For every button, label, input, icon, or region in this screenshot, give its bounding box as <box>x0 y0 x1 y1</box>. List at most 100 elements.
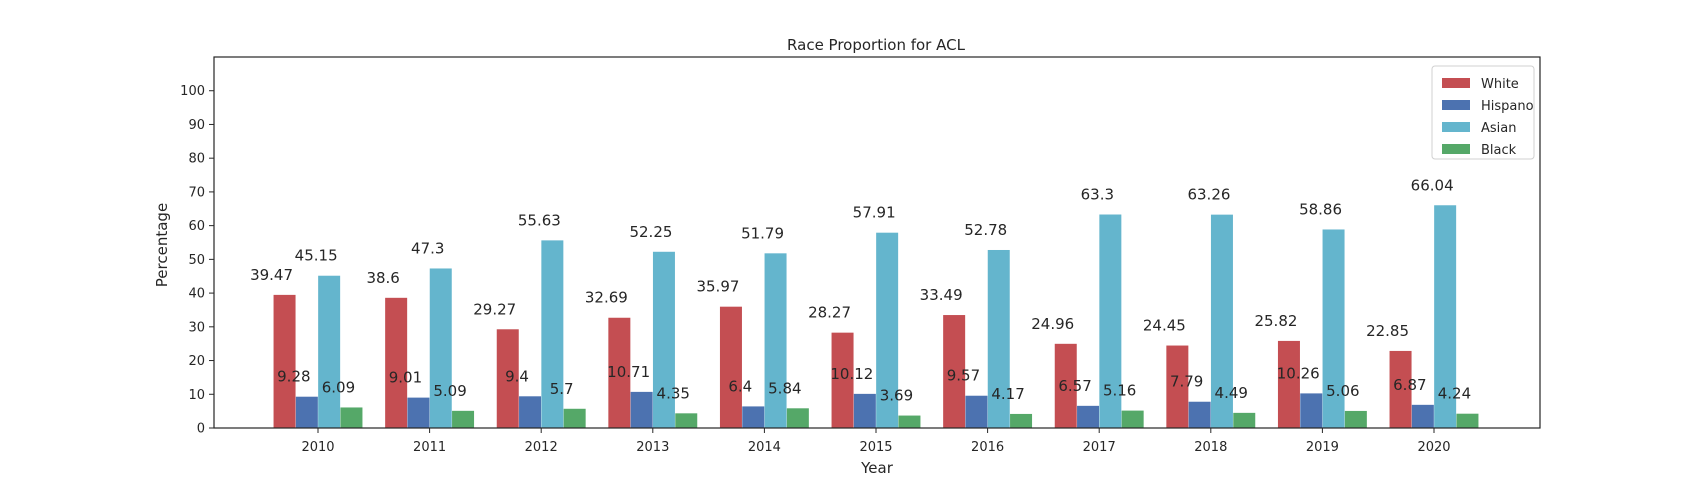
bar-hispano <box>965 395 988 428</box>
bar-white <box>273 294 296 428</box>
y-tick-label: 60 <box>188 219 205 234</box>
y-tick-label: 50 <box>188 253 205 268</box>
data-label: 24.96 <box>1031 315 1074 333</box>
legend: White Hispano Asian Black <box>1431 65 1535 160</box>
data-label: 28.27 <box>808 304 851 322</box>
bar-black <box>1233 412 1256 428</box>
bar-asian <box>1434 205 1457 428</box>
data-label: 32.69 <box>585 289 628 307</box>
bar-asian <box>429 268 452 428</box>
data-label: 63.3 <box>1081 186 1114 204</box>
bar-white <box>1054 343 1077 428</box>
data-label: 39.47 <box>250 266 293 284</box>
data-label: 25.82 <box>1254 312 1297 330</box>
data-label: 10.71 <box>607 363 650 381</box>
data-label: 4.35 <box>657 384 690 402</box>
bar-hispano <box>630 391 653 428</box>
x-tick-label: 2012 <box>525 440 558 455</box>
bar-hispano <box>519 396 542 428</box>
data-label: 63.26 <box>1187 186 1230 204</box>
data-label: 6.4 <box>728 377 752 395</box>
bar-asian <box>876 232 899 428</box>
x-tick-label: 2017 <box>1083 440 1116 455</box>
bar-hispano <box>1411 404 1434 428</box>
y-tick-label: 40 <box>188 287 205 302</box>
x-tick-label: 2020 <box>1417 440 1450 455</box>
data-label: 52.78 <box>964 221 1007 239</box>
data-label: 6.09 <box>322 378 355 396</box>
bar-asian <box>764 253 787 428</box>
data-label: 7.79 <box>1170 373 1203 391</box>
bar-white <box>1166 345 1189 428</box>
data-label: 24.45 <box>1143 317 1186 335</box>
data-label: 3.69 <box>880 387 913 405</box>
bar-black <box>452 410 475 428</box>
plot-frame <box>213 56 1541 429</box>
data-label: 5.06 <box>1326 382 1359 400</box>
data-label: 51.79 <box>741 224 784 242</box>
x-axis: 2010 2011 2012 2013 2014 2015 2016 2017 2018 2019… <box>301 428 1451 455</box>
bar-hispano <box>1077 405 1100 428</box>
bar-black <box>1456 413 1479 428</box>
bar-asian <box>1210 214 1233 428</box>
bar-hispano <box>1300 393 1323 428</box>
bar-asian <box>1322 229 1345 428</box>
data-label: 35.97 <box>696 278 739 296</box>
y-tick-label: 70 <box>188 185 205 200</box>
y-tick-label: 80 <box>188 152 205 167</box>
x-axis-label: Year <box>860 459 894 477</box>
data-labels-layer: 39.47 9.28 45.15 6.09 38.6 9.01 47.3 5.09 29.27 9… <box>250 176 1471 404</box>
data-label: 57.91 <box>853 204 896 222</box>
bar-asian <box>652 251 675 428</box>
y-tick-label: 0 <box>197 422 205 437</box>
bar-asian <box>318 275 341 428</box>
x-tick-label: 2019 <box>1306 440 1339 455</box>
legend-label-white: White <box>1481 77 1519 92</box>
bar-white <box>496 329 519 428</box>
data-label: 66.04 <box>1411 176 1454 194</box>
legend-swatch-black <box>1442 144 1470 154</box>
y-tick-label: 100 <box>180 84 205 99</box>
data-label: 4.24 <box>1438 385 1471 403</box>
data-label: 55.63 <box>518 211 561 229</box>
data-label: 4.17 <box>991 385 1024 403</box>
data-label: 9.4 <box>505 367 529 385</box>
data-label: 47.3 <box>411 239 444 257</box>
bar-asian <box>541 240 564 428</box>
bar-black <box>675 413 698 428</box>
bar-black <box>1010 413 1033 428</box>
bar-white <box>943 315 966 428</box>
bar-hispano <box>742 406 765 428</box>
bar-black <box>563 408 586 428</box>
y-axis-label: Percentage <box>153 203 171 287</box>
bar-asian <box>1099 214 1122 428</box>
y-tick-label: 10 <box>188 388 205 403</box>
y-axis: 0 10 20 30 40 50 60 70 80 90 100 <box>180 84 214 437</box>
bar-hispano <box>853 393 876 428</box>
x-tick-label: 2015 <box>859 440 892 455</box>
legend-swatch-white <box>1442 78 1470 88</box>
data-label: 5.16 <box>1103 382 1136 400</box>
bar-white <box>719 306 742 428</box>
data-label: 5.09 <box>433 382 466 400</box>
data-label: 10.26 <box>1277 364 1320 382</box>
bar-hispano <box>295 396 318 428</box>
x-tick-label: 2016 <box>971 440 1004 455</box>
data-label: 9.01 <box>389 369 422 387</box>
bar-black <box>1121 410 1144 428</box>
bar-hispano <box>407 397 430 428</box>
data-label: 33.49 <box>920 286 963 304</box>
data-label: 52.25 <box>629 223 672 241</box>
x-tick-label: 2018 <box>1194 440 1227 455</box>
bar-black <box>340 407 363 428</box>
x-tick-label: 2011 <box>413 440 446 455</box>
chart-title: Race Proportion for ACL <box>787 36 966 54</box>
data-label: 6.57 <box>1058 377 1091 395</box>
legend-box <box>1431 65 1535 160</box>
legend-label-asian: Asian <box>1481 121 1516 136</box>
data-label: 4.49 <box>1215 384 1248 402</box>
x-tick-label: 2013 <box>636 440 669 455</box>
bar-hispano <box>1188 401 1211 428</box>
data-label: 9.57 <box>947 367 980 385</box>
